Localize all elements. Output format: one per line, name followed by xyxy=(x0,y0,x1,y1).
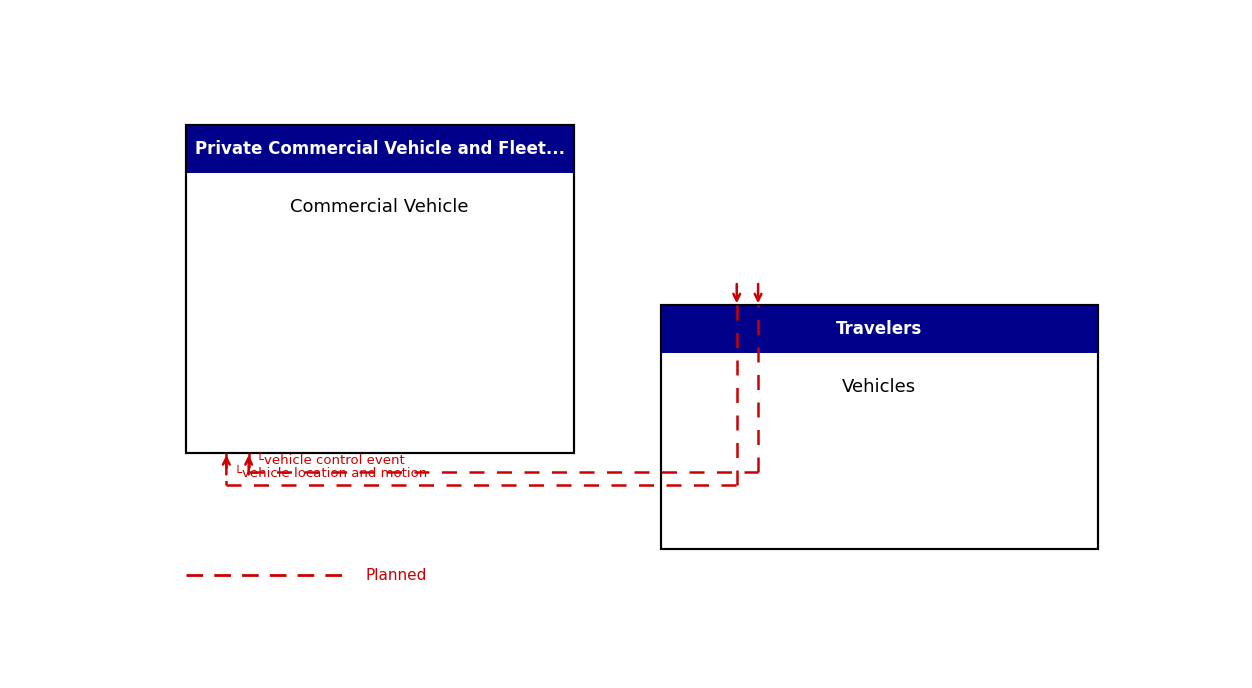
Text: └vehicle control event: └vehicle control event xyxy=(257,453,406,466)
Text: Commercial Vehicle: Commercial Vehicle xyxy=(290,198,470,216)
Bar xyxy=(661,305,1098,549)
Bar xyxy=(661,305,1098,549)
Bar xyxy=(185,125,573,453)
Text: Vehicles: Vehicles xyxy=(843,378,916,396)
Text: Planned: Planned xyxy=(366,568,427,583)
Bar xyxy=(185,125,573,173)
Text: Travelers: Travelers xyxy=(836,320,923,338)
Text: Private Commercial Vehicle and Fleet...: Private Commercial Vehicle and Fleet... xyxy=(194,140,565,158)
Bar xyxy=(661,305,1098,353)
Text: └vehicle location and motion: └vehicle location and motion xyxy=(234,467,427,480)
Bar xyxy=(185,125,573,453)
